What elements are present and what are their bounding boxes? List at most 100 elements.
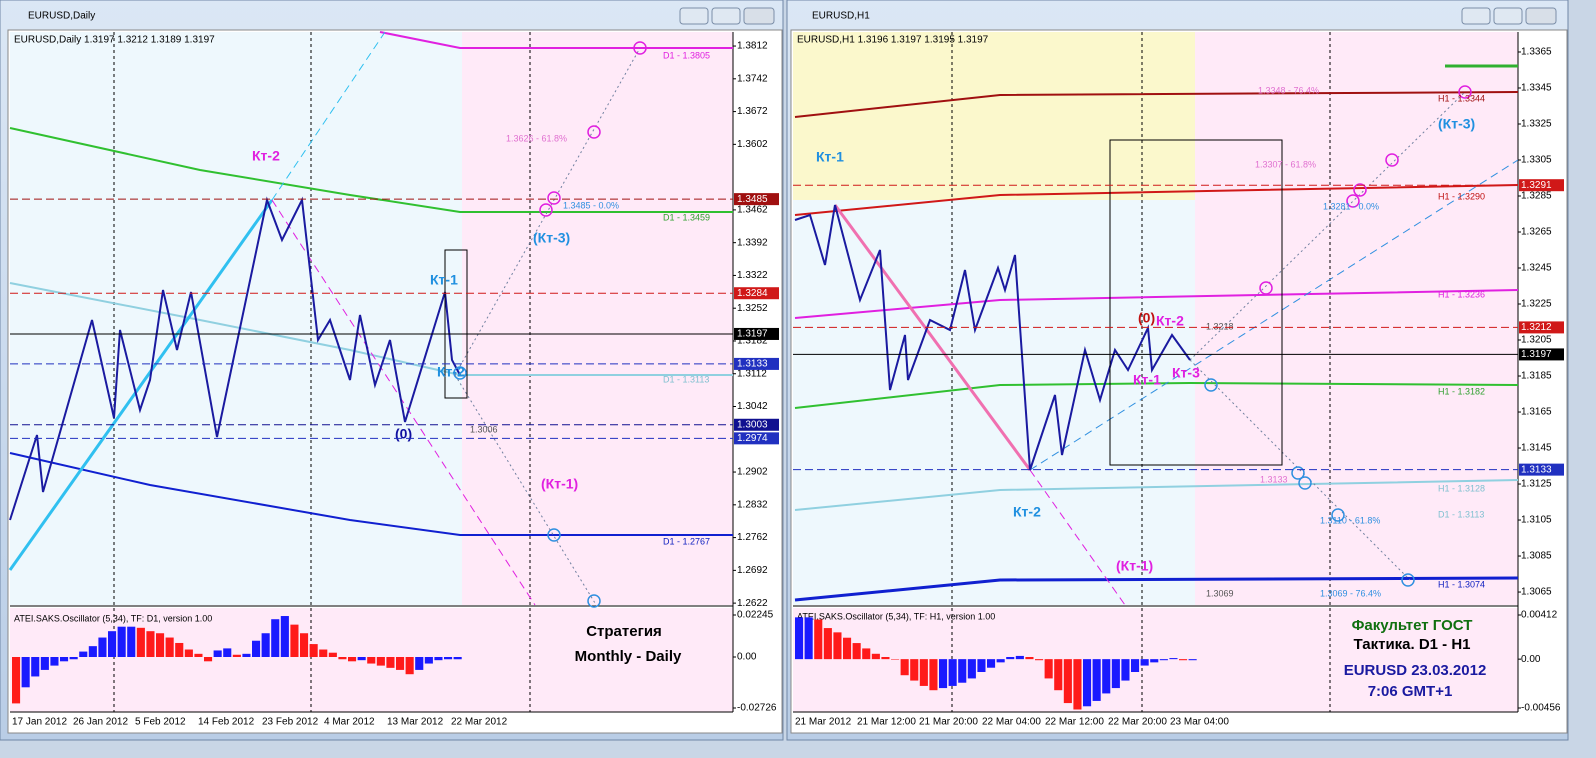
osc-bar [1188,659,1197,661]
level-label: D1 - 1.3113 [663,374,709,384]
level-label: D1 - 1.2767 [663,536,710,546]
level-box [1519,321,1564,334]
osc-bar [987,659,996,668]
osc-bar [1044,659,1053,679]
osc-bar [242,653,251,658]
trend-line [833,204,1032,471]
level-value: 1.3212 [1521,322,1552,333]
price-tick-label: 1.3112 [737,368,767,379]
chart-header: EURUSD,Daily 1.3197 1.3212 1.3189 1.3197 [14,35,215,46]
moving-average [794,479,1519,511]
osc-bar [194,653,203,658]
moving-average [9,452,733,536]
osc-bar [300,633,309,658]
moving-average [9,282,733,376]
level-box [734,357,779,370]
level-label: H1 - 1.3236 [1438,289,1485,299]
osc-bar [958,659,967,683]
time-label: 4 Mar 2012 [324,717,375,728]
trend-line [1029,159,1519,471]
annotation: Кт-2 [1013,504,1041,520]
osc-bar [1150,659,1159,663]
osc-tick-label: -0.00456 [1521,703,1561,714]
note: Тактика. D1 - H1 [1353,636,1470,653]
osc-bar [338,657,347,660]
osc-bar [290,624,299,658]
osc-bar [328,652,337,658]
osc-bar [213,650,222,658]
price-tick-label: 1.3145 [1521,443,1552,454]
osc-tick-label: -0.02726 [737,703,777,714]
annotation: (0) [395,426,412,442]
osc-bar [79,651,88,658]
trend-line [8,199,274,571]
time-label: 26 Jan 2012 [73,717,128,728]
time-label: 14 Feb 2012 [198,717,255,728]
level-label: H1 - 1.3074 [1438,579,1485,589]
price-tick-label: 1.3125 [1521,479,1552,490]
markers [453,41,647,608]
osc-tick-label: 0.00 [737,652,757,663]
window-buttons[interactable] [1461,7,1557,25]
osc-bar [1025,657,1034,660]
price-tick-label: 1.3462 [737,205,768,216]
level-value: 1.3003 [737,419,768,430]
time-label: 21 Mar 2012 [795,717,852,728]
osc-bar [117,626,126,658]
level-label: 1.3218 [1206,321,1234,331]
v-grid [951,32,1331,712]
level-label: 1.3626 - 61.8% [506,133,567,143]
osc-bar [814,619,823,660]
osc-bar [1169,658,1178,660]
annotation: (Кт-1) [541,476,578,492]
osc-bar [434,657,443,661]
osc-bar [69,657,78,660]
zone [10,32,462,605]
window-buttons[interactable] [679,7,775,25]
osc-bar [376,657,385,666]
osc-bar [175,642,184,658]
price-tick-label: 1.3065 [1521,587,1552,598]
osc-bar [60,657,69,662]
window-title: EURUSD,H1 [812,11,870,22]
time-label: 22 Mar 12:00 [1045,717,1104,728]
level-label: 1.3069 [1206,588,1234,598]
osc-bar [891,659,900,660]
annotation: (0) [1138,310,1155,326]
osc-bar [156,633,165,658]
osc-bar [1102,659,1111,694]
level-box [1519,348,1564,361]
osc-bar [31,657,40,677]
zone [462,32,733,605]
level-label: 1.3281 - 0.0% [1323,201,1379,211]
time-label: 23 Feb 2012 [262,717,319,728]
time-label: 17 Jan 2012 [12,717,67,728]
osc-bar [21,657,30,688]
level-box [734,193,779,206]
price-tick-label: 1.3672 [737,106,768,117]
price-tick-label: 1.3365 [1521,47,1552,58]
v-grid [113,32,531,712]
osc-bar [795,617,804,660]
osc-bar [40,657,49,670]
osc-bar [1111,659,1120,689]
osc-bar [184,649,193,658]
moving-average [379,31,733,49]
price-tick-label: 1.3602 [737,139,768,150]
level-value: 1.3133 [1521,464,1552,475]
price-tick-label: 1.3265 [1521,227,1552,238]
level-box [1519,463,1564,476]
note: Факультет ГОСТ [1352,617,1473,634]
osc-bar [1015,655,1024,660]
zone [793,32,1195,200]
time-label: 22 Mar 2012 [451,717,508,728]
level-label: 1.3110 - 61.8% [1320,515,1380,525]
annotation: Кт-1 [1133,372,1161,388]
level-label: D1 - 1.3459 [663,212,710,222]
window-title: EURUSD,Daily [28,11,95,22]
price-tick-label: 1.3105 [1521,515,1552,526]
osc-bar [1035,659,1044,661]
level-label: H1 - 1.3182 [1438,386,1485,396]
osc-bar [1054,659,1063,691]
osc-bar [1083,659,1092,707]
